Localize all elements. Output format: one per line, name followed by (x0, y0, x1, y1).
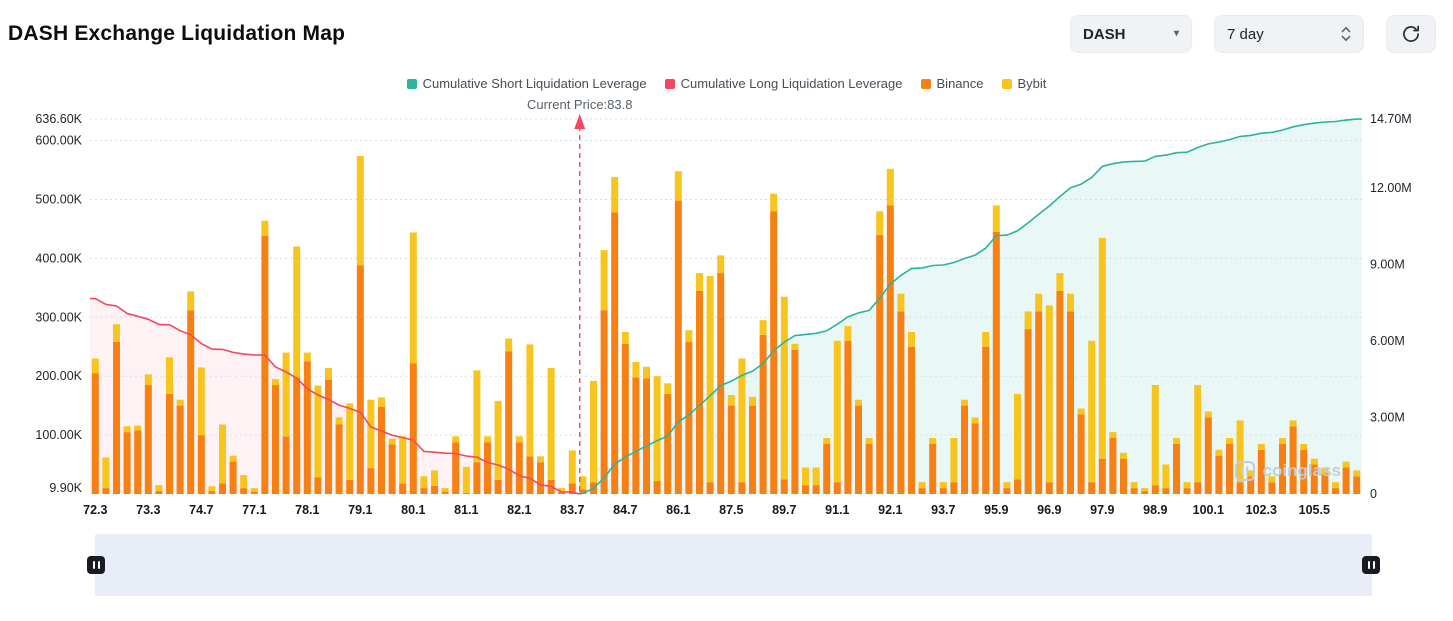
legend-swatch (920, 78, 931, 89)
x-axis-tick: 102.3 (1246, 503, 1277, 517)
long-area (90, 298, 580, 494)
current-price-label: Current Price:83.8 (526, 97, 633, 112)
refresh-icon (1403, 25, 1419, 42)
left-axis-tick: 500.00K (35, 193, 82, 207)
right-axis-tick: 9.00M (1370, 257, 1405, 271)
x-axis-tick: 87.5 (719, 503, 743, 517)
x-axis-tick: 86.1 (666, 503, 690, 517)
x-axis-tick: 98.9 (1143, 503, 1167, 517)
x-axis-tick: 97.9 (1090, 503, 1114, 517)
legend-swatch (1001, 78, 1012, 89)
x-axis-tick: 100.1 (1193, 503, 1224, 517)
right-axis-tick: 0 (1370, 487, 1377, 501)
chevron-down-icon: ▾ (1173, 28, 1179, 39)
left-axis-tick: 300.00K (35, 310, 82, 324)
x-axis-tick: 77.1 (242, 503, 266, 517)
right-axis-tick: 3.00M (1370, 411, 1405, 425)
legend-item-cumulative-short-liquidation-leverage[interactable]: Cumulative Short Liquidation Leverage (406, 76, 647, 91)
x-axis-tick: 92.1 (878, 503, 902, 517)
left-axis-tick: 200.00K (35, 369, 82, 383)
chevron-up-down-icon (1341, 25, 1351, 43)
x-axis-tick: 81.1 (454, 503, 478, 517)
header: DASH Exchange Liquidation Map DASH ▾ 7 d… (0, 0, 1453, 56)
range-handle-left[interactable] (87, 556, 105, 574)
coinglass-watermark: coinglass (1234, 460, 1341, 482)
bars-group (91, 155, 1361, 495)
liquidation-chart: Cumulative Short Liquidation Leverage Cum… (0, 68, 1453, 528)
legend-label: Binance (936, 76, 984, 91)
right-axis-tick: 12.00M (1370, 181, 1412, 195)
left-axis-tick: 600.00K (35, 134, 82, 148)
right-axis-tick: 6.00M (1370, 334, 1405, 348)
cumulative-long-line (90, 297, 580, 495)
x-axis-tick: 95.9 (984, 503, 1008, 517)
x-axis-tick: 84.7 (613, 503, 637, 517)
x-axis-tick: 74.7 (189, 503, 213, 517)
x-axis-tick: 80.1 (401, 503, 425, 517)
coinglass-watermark-text: coinglass (1262, 461, 1341, 480)
x-axis-tick: 82.1 (507, 503, 531, 517)
liquidation-chart-svg[interactable]: 636.60K 600.00K 500.00K 400.00K 300.00K 200.0… (0, 68, 1453, 528)
symbol-select[interactable]: DASH ▾ (1070, 15, 1192, 53)
x-axis-tick: 91.1 (825, 503, 849, 517)
legend-item-cumulative-long-liquidation-leverage[interactable]: Cumulative Long Liquidation Leverage (664, 76, 903, 91)
cumulative-short-line (579, 118, 1362, 495)
left-axis-tick: 636.60K (35, 112, 82, 126)
x-axis-tick: 72.3 (83, 503, 107, 517)
current-price-arrow (574, 114, 586, 129)
x-axis-tick: 78.1 (295, 503, 319, 517)
legend-item-binance[interactable]: Binance (920, 76, 984, 91)
range-handle-right[interactable] (1362, 556, 1380, 574)
x-axis-tick: 93.7 (931, 503, 955, 517)
x-axis-tick: 105.5 (1299, 503, 1330, 517)
x-axis-tick: 96.9 (1037, 503, 1061, 517)
left-axis-tick: 400.00K (35, 251, 82, 265)
x-axis-tick: 89.7 (772, 503, 796, 517)
legend-swatch (664, 78, 675, 89)
x-axis-tick: 83.7 (560, 503, 584, 517)
chart-range-slider[interactable] (87, 534, 1380, 596)
refresh-button[interactable] (1386, 15, 1436, 53)
x-axis-tick: 73.3 (136, 503, 160, 517)
page-title: DASH Exchange Liquidation Map (8, 22, 346, 45)
right-axis-tick: 14.70M (1370, 112, 1412, 126)
left-axis-tick: 100.00K (35, 428, 82, 442)
period-select-value: 7 day (1227, 25, 1264, 43)
coinglass-logo-icon (1234, 461, 1255, 481)
legend-label: Bybit (1017, 76, 1047, 91)
legend-label: Cumulative Long Liquidation Leverage (680, 76, 903, 91)
legend-item-bybit[interactable]: Bybit (1001, 76, 1047, 91)
legend-swatch (406, 78, 417, 89)
legend-label: Cumulative Short Liquidation Leverage (422, 76, 647, 91)
header-controls: DASH ▾ 7 day (1070, 15, 1436, 53)
period-select[interactable]: 7 day (1214, 15, 1364, 53)
symbol-select-value: DASH (1083, 25, 1126, 43)
x-axis-tick: 79.1 (348, 503, 372, 517)
chart-legend: Cumulative Short Liquidation Leverage Cum… (0, 76, 1453, 91)
left-axis-tick: 9.90K (49, 481, 82, 495)
